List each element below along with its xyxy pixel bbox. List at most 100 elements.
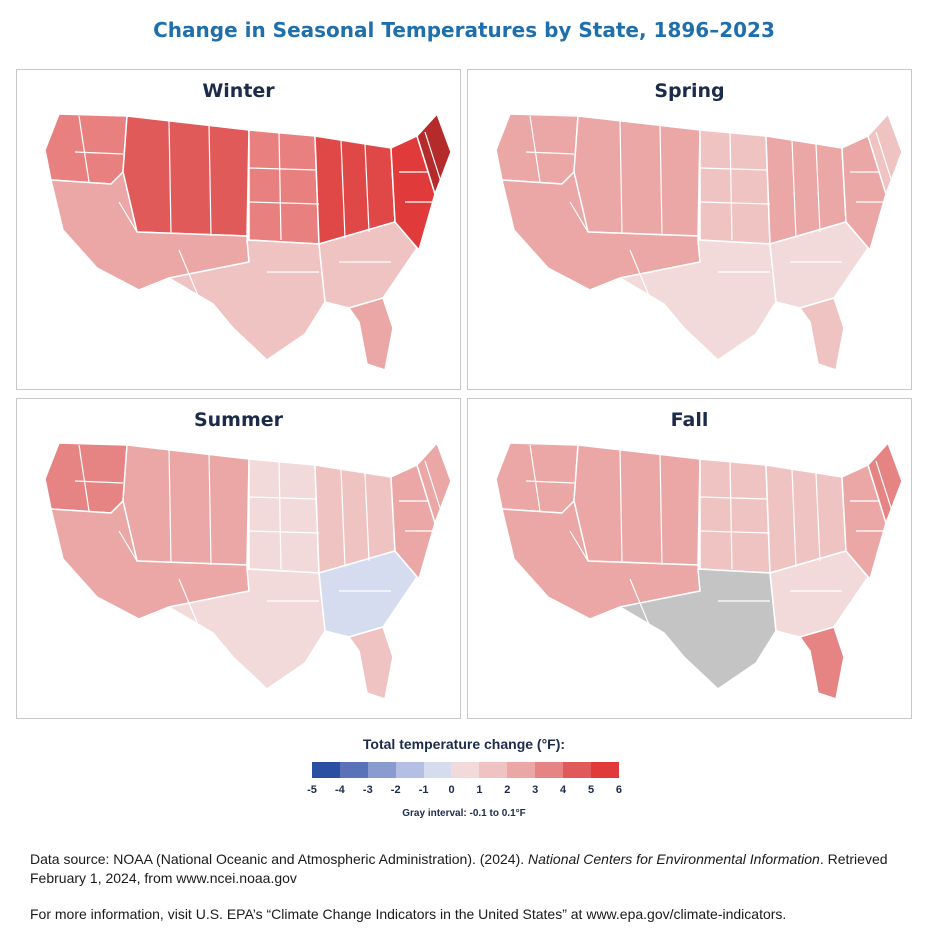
data-source: Data source: NOAA (National Oceanic and … — [30, 850, 910, 888]
region-mountain — [573, 444, 701, 566]
legend-tick: -1 — [418, 784, 429, 796]
state-border — [791, 468, 797, 568]
legend-gray-note: Gray interval: -0.1 to 0.1°F — [402, 808, 526, 819]
state-border — [525, 151, 575, 155]
state-border — [248, 167, 318, 171]
state-border — [208, 123, 212, 237]
state-border — [340, 468, 346, 568]
state-border — [78, 115, 90, 183]
state-border — [629, 249, 651, 299]
legend-tick: -4 — [335, 784, 345, 796]
state-border — [659, 123, 663, 237]
panel-summer: Summer — [16, 398, 461, 719]
state-border — [278, 460, 282, 570]
legend-tick: 4 — [560, 784, 567, 796]
region-pnw — [495, 442, 579, 514]
us-map-winter — [44, 113, 452, 371]
state-border — [875, 460, 893, 512]
legend-swatch — [563, 762, 591, 778]
panel-title: Fall — [670, 409, 709, 431]
legend-swatch — [395, 762, 424, 778]
state-border — [424, 131, 442, 183]
region-florida — [348, 297, 394, 371]
panel-winter: Winter — [16, 69, 461, 390]
state-border — [815, 472, 821, 562]
region-florida — [799, 626, 845, 700]
state-border — [168, 448, 172, 564]
state-border — [529, 444, 541, 512]
state-border — [699, 496, 769, 500]
state-border — [529, 115, 541, 183]
state-border — [178, 578, 200, 628]
panel-title: Summer — [193, 409, 284, 431]
state-border — [791, 139, 797, 239]
legend-title: Total temperature change (°F): — [362, 736, 566, 752]
legend-tick: 6 — [615, 784, 622, 796]
map-title: Change in Seasonal Temperatures by State… — [153, 18, 775, 42]
region-northeast — [841, 135, 887, 251]
legend-tick: 1 — [476, 784, 483, 796]
region-mountain — [573, 115, 701, 237]
source-prefix: Data source: NOAA (National Oceanic and … — [30, 851, 529, 867]
state-border — [74, 151, 124, 155]
state-border — [248, 496, 318, 500]
region-plains — [248, 129, 320, 245]
state-border — [248, 201, 320, 205]
region-florida — [799, 297, 845, 371]
panel-spring: Spring — [467, 69, 912, 390]
state-border — [168, 119, 172, 235]
us-map-spring — [495, 113, 903, 371]
source-italic: National Centers for Environmental Infor… — [528, 851, 820, 867]
state-border — [699, 530, 771, 534]
state-border — [525, 480, 575, 484]
source-suffix: . Retrieved February 1, 2024, from www.n… — [30, 851, 888, 886]
state-border — [248, 530, 320, 534]
legend-swatch — [367, 762, 396, 778]
state-border — [699, 201, 771, 205]
legend-tick: -2 — [390, 784, 401, 796]
state-border — [208, 452, 212, 566]
region-mountain — [122, 444, 250, 566]
legend-ticks: -5 -4 -3 -2 -1 0 1 2 3 4 5 6 — [302, 784, 628, 798]
us-map-fall — [495, 442, 903, 700]
state-border — [118, 201, 138, 233]
region-pnw — [44, 442, 128, 514]
region-pnw — [44, 113, 128, 185]
state-border — [569, 201, 589, 233]
state-border — [699, 167, 769, 171]
state-border — [78, 444, 90, 512]
state-border — [424, 460, 442, 512]
legend-swatch — [590, 762, 619, 778]
state-border — [364, 472, 370, 562]
region-plains — [699, 458, 771, 574]
panel-title: Spring — [654, 80, 725, 102]
panel-title: Winter — [202, 80, 275, 102]
state-border — [340, 139, 346, 239]
legend-swatch — [535, 762, 564, 778]
state-border — [659, 452, 663, 566]
legend-swatch — [339, 762, 368, 778]
legend-swatch — [312, 762, 340, 778]
legend-tick: 0 — [448, 784, 455, 796]
legend-swatch — [479, 762, 508, 778]
region-plains — [699, 129, 771, 245]
region-plains — [248, 458, 320, 574]
legend-tick: -3 — [362, 784, 373, 796]
state-border — [729, 131, 733, 241]
state-border — [569, 530, 589, 562]
state-border — [118, 530, 138, 562]
state-border — [875, 131, 893, 183]
region-florida — [348, 626, 394, 700]
state-border — [729, 460, 733, 570]
region-northeast — [841, 464, 887, 580]
state-border — [364, 143, 370, 233]
legend-tick: 2 — [504, 784, 511, 796]
legend-tick: -5 — [307, 784, 317, 796]
panel-fall: Fall — [467, 398, 912, 719]
region-mountain — [122, 115, 250, 237]
region-pnw — [495, 113, 579, 185]
state-border — [619, 119, 623, 235]
state-border — [178, 249, 200, 299]
more-info: For more information, visit U.S. EPA’s “… — [30, 906, 787, 922]
region-northeast — [390, 135, 436, 251]
